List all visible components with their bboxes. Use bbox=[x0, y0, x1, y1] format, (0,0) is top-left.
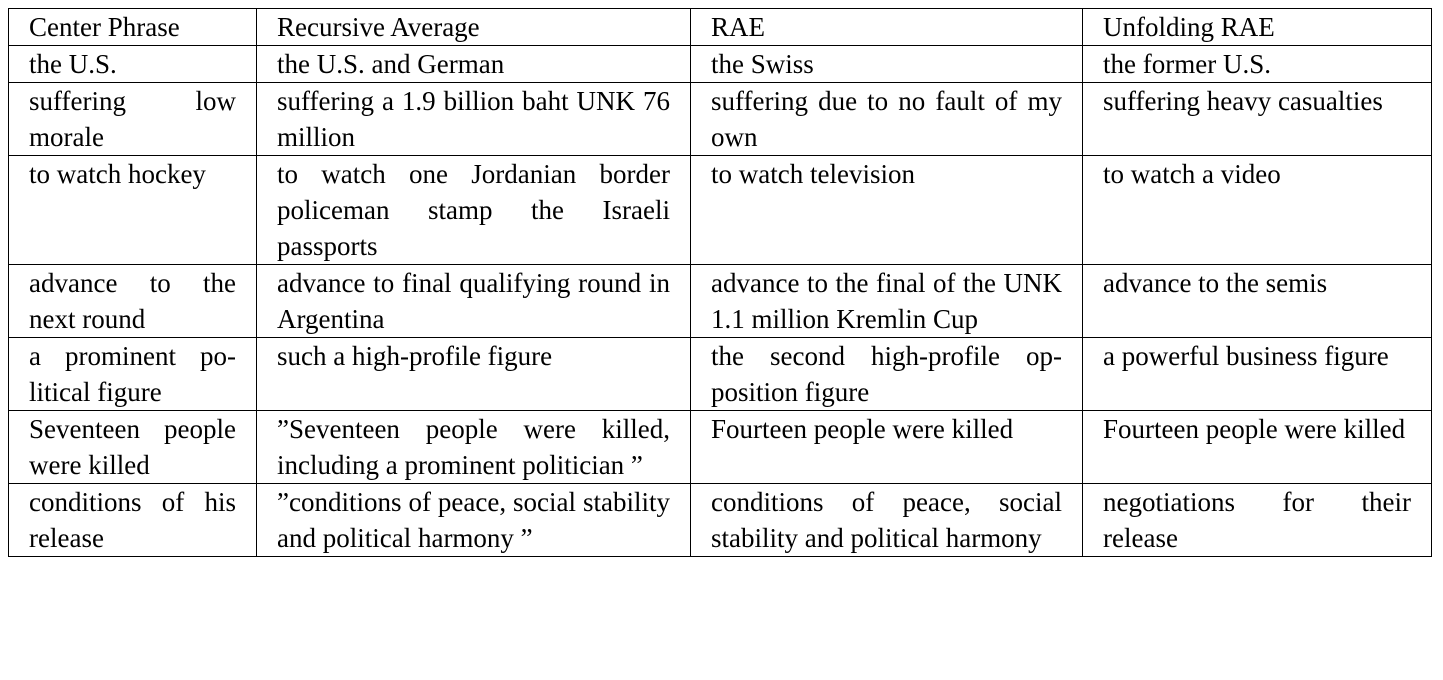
cell-unfolding-rae: advance to the semis bbox=[1082, 264, 1432, 338]
cell-rae: advance to the final of the UNK 1.1 mill… bbox=[690, 264, 1083, 338]
cell-recursive-average: ”Seventeen people were killed, including… bbox=[256, 410, 691, 484]
table-row: a prominent po­litical figure such a high… bbox=[8, 337, 1432, 411]
cell-rae: the Swiss bbox=[690, 45, 1083, 83]
table-row: conditions of his release ”conditions of … bbox=[8, 483, 1432, 557]
cell-unfolding-rae: a powerful business fig­ure bbox=[1082, 337, 1432, 411]
header-center-phrase: Center Phrase bbox=[8, 8, 257, 46]
cell-unfolding-rae: the former U.S. bbox=[1082, 45, 1432, 83]
cell-recursive-average: advance to final qualifying round in Arg… bbox=[256, 264, 691, 338]
cell-recursive-average: ”conditions of peace, social stability a… bbox=[256, 483, 691, 557]
cell-center-phrase: suffering low morale bbox=[8, 82, 257, 156]
table-row: to watch hockey to watch one Jordanian bo… bbox=[8, 155, 1432, 265]
table-row: advance to the next round advance to fina… bbox=[8, 264, 1432, 338]
cell-center-phrase: Seventeen peo­ple were killed bbox=[8, 410, 257, 484]
table-row: suffering low morale suffering a 1.9 bill… bbox=[8, 82, 1432, 156]
cell-center-phrase: a prominent po­litical figure bbox=[8, 337, 257, 411]
cell-rae: Fourteen people were killed bbox=[690, 410, 1083, 484]
cell-unfolding-rae: to watch a video bbox=[1082, 155, 1432, 265]
cell-center-phrase: advance to the next round bbox=[8, 264, 257, 338]
cell-rae: suffering due to no fault of my own bbox=[690, 82, 1083, 156]
cell-recursive-average: to watch one Jordanian bor­der policeman… bbox=[256, 155, 691, 265]
table-row: the U.S. the U.S. and German the Swiss the … bbox=[8, 45, 1432, 83]
phrase-comparison-table: Center Phrase Recursive Average RAE Unfo… bbox=[8, 8, 1432, 557]
cell-recursive-average: the U.S. and German bbox=[256, 45, 691, 83]
cell-rae: the second high-profile op­position figu… bbox=[690, 337, 1083, 411]
cell-center-phrase: conditions of his release bbox=[8, 483, 257, 557]
cell-unfolding-rae: suffering heavy casual­ties bbox=[1082, 82, 1432, 156]
table-row: Seventeen peo­ple were killed ”Seventeen … bbox=[8, 410, 1432, 484]
cell-rae: to watch television bbox=[690, 155, 1083, 265]
cell-rae: conditions of peace, social stability an… bbox=[690, 483, 1083, 557]
cell-recursive-average: suffering a 1.9 billion baht UNK 76 mill… bbox=[256, 82, 691, 156]
cell-recursive-average: such a high-profile figure bbox=[256, 337, 691, 411]
cell-center-phrase: the U.S. bbox=[8, 45, 257, 83]
header-recursive-average: Recursive Average bbox=[256, 8, 691, 46]
header-rae: RAE bbox=[690, 8, 1083, 46]
cell-unfolding-rae: Fourteen people were killed bbox=[1082, 410, 1432, 484]
header-unfolding-rae: Unfolding RAE bbox=[1082, 8, 1432, 46]
cell-center-phrase: to watch hockey bbox=[8, 155, 257, 265]
header-row: Center Phrase Recursive Average RAE Unfo… bbox=[8, 8, 1432, 46]
cell-unfolding-rae: negotiations for their release bbox=[1082, 483, 1432, 557]
